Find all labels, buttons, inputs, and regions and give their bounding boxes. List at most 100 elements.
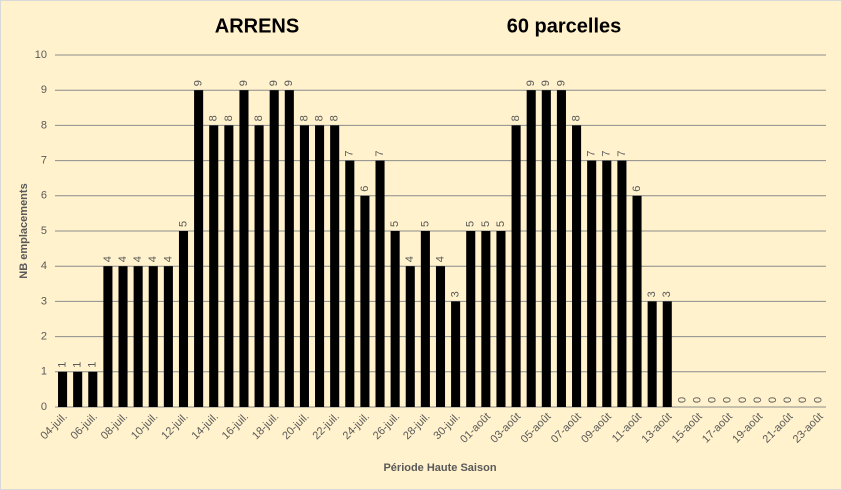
- data-label: 0: [722, 397, 734, 403]
- data-label: 8: [208, 115, 220, 121]
- bar: [481, 231, 491, 407]
- y-tick-label: 0: [41, 401, 47, 413]
- bar: [269, 90, 279, 407]
- data-label: 5: [419, 221, 431, 227]
- y-tick-label: 1: [41, 366, 47, 378]
- y-axis-title: NB emplacements: [18, 183, 30, 278]
- bar: [496, 231, 506, 407]
- bar: [148, 266, 158, 407]
- data-label: 8: [329, 115, 341, 121]
- bar: [511, 125, 521, 408]
- x-axis-title: Période Haute Saison: [383, 462, 496, 474]
- data-label: 8: [570, 115, 582, 121]
- data-label: 9: [238, 80, 250, 86]
- data-label: 5: [389, 221, 401, 227]
- data-label: 0: [752, 397, 764, 403]
- y-tick-label: 3: [41, 295, 47, 307]
- data-label: 3: [450, 291, 462, 297]
- y-tick-label: 6: [41, 190, 47, 202]
- bar: [284, 90, 294, 407]
- bar: [345, 160, 355, 407]
- data-label: 9: [283, 80, 295, 86]
- bar: [103, 266, 113, 407]
- bar: [632, 195, 642, 407]
- y-tick-label: 7: [41, 155, 47, 167]
- y-tick-label: 5: [41, 225, 47, 237]
- bar: [330, 125, 340, 408]
- data-label: 0: [707, 397, 719, 403]
- bar: [133, 266, 143, 407]
- bar: [88, 371, 98, 407]
- bar: [647, 301, 657, 407]
- bar: [451, 301, 461, 407]
- data-label: 1: [87, 362, 99, 368]
- data-label: 3: [661, 291, 673, 297]
- data-label: 9: [193, 80, 205, 86]
- bar: [541, 90, 551, 407]
- data-label: 0: [676, 397, 688, 403]
- data-label: 9: [268, 80, 280, 86]
- data-label: 5: [495, 221, 507, 227]
- bar: [420, 231, 430, 407]
- data-label: 8: [253, 115, 265, 121]
- bar: [526, 90, 536, 407]
- y-tick-label: 2: [41, 331, 47, 343]
- data-label: 8: [313, 115, 325, 121]
- data-label: 9: [540, 80, 552, 86]
- data-label: 4: [117, 256, 129, 262]
- y-tick-label: 10: [35, 49, 47, 61]
- data-label: 8: [223, 115, 235, 121]
- data-label: 4: [147, 256, 159, 262]
- bar: [194, 90, 204, 407]
- bar: [435, 266, 446, 407]
- data-label: 1: [56, 362, 68, 368]
- bar: [405, 266, 415, 407]
- bar: [315, 125, 325, 408]
- bar: [556, 90, 566, 407]
- data-label: 4: [102, 256, 114, 262]
- data-label: 0: [691, 397, 703, 403]
- data-label: 4: [132, 256, 144, 262]
- bar: [178, 231, 189, 407]
- data-label: 4: [162, 256, 174, 262]
- bar: [118, 266, 128, 407]
- bar: [58, 371, 68, 407]
- data-label: 7: [616, 150, 628, 156]
- chart-subtitle: 60 parcelles: [507, 15, 622, 37]
- bar: [390, 231, 400, 407]
- data-label: 7: [586, 150, 598, 156]
- data-label: 0: [797, 397, 809, 403]
- bar: [239, 90, 249, 407]
- data-label: 5: [480, 221, 492, 227]
- bar: [209, 125, 219, 408]
- bar: [662, 301, 672, 407]
- bar: [466, 231, 476, 407]
- data-label: 9: [525, 80, 537, 86]
- bar: [360, 195, 370, 407]
- bar: [73, 371, 83, 407]
- data-label: 0: [782, 397, 794, 403]
- bar: [587, 160, 597, 407]
- data-label: 8: [510, 115, 522, 121]
- data-label: 7: [344, 150, 356, 156]
- data-label: 8: [298, 115, 310, 121]
- bar: [254, 125, 264, 408]
- data-label: 5: [177, 221, 189, 227]
- data-label: 9: [555, 80, 567, 86]
- data-label: 0: [812, 397, 824, 403]
- data-label: 0: [737, 397, 749, 403]
- data-label: 7: [601, 150, 613, 156]
- data-label: 6: [359, 186, 371, 192]
- bar: [299, 125, 309, 408]
- bar: [602, 160, 612, 407]
- y-tick-label: 8: [41, 119, 47, 131]
- y-tick-label: 9: [41, 84, 47, 96]
- data-label: 3: [646, 291, 658, 297]
- data-label: 4: [434, 256, 446, 262]
- bar: [617, 160, 627, 407]
- data-label: 5: [465, 221, 477, 227]
- bar: [572, 125, 582, 408]
- data-label: 0: [767, 397, 779, 403]
- bar: [224, 125, 234, 408]
